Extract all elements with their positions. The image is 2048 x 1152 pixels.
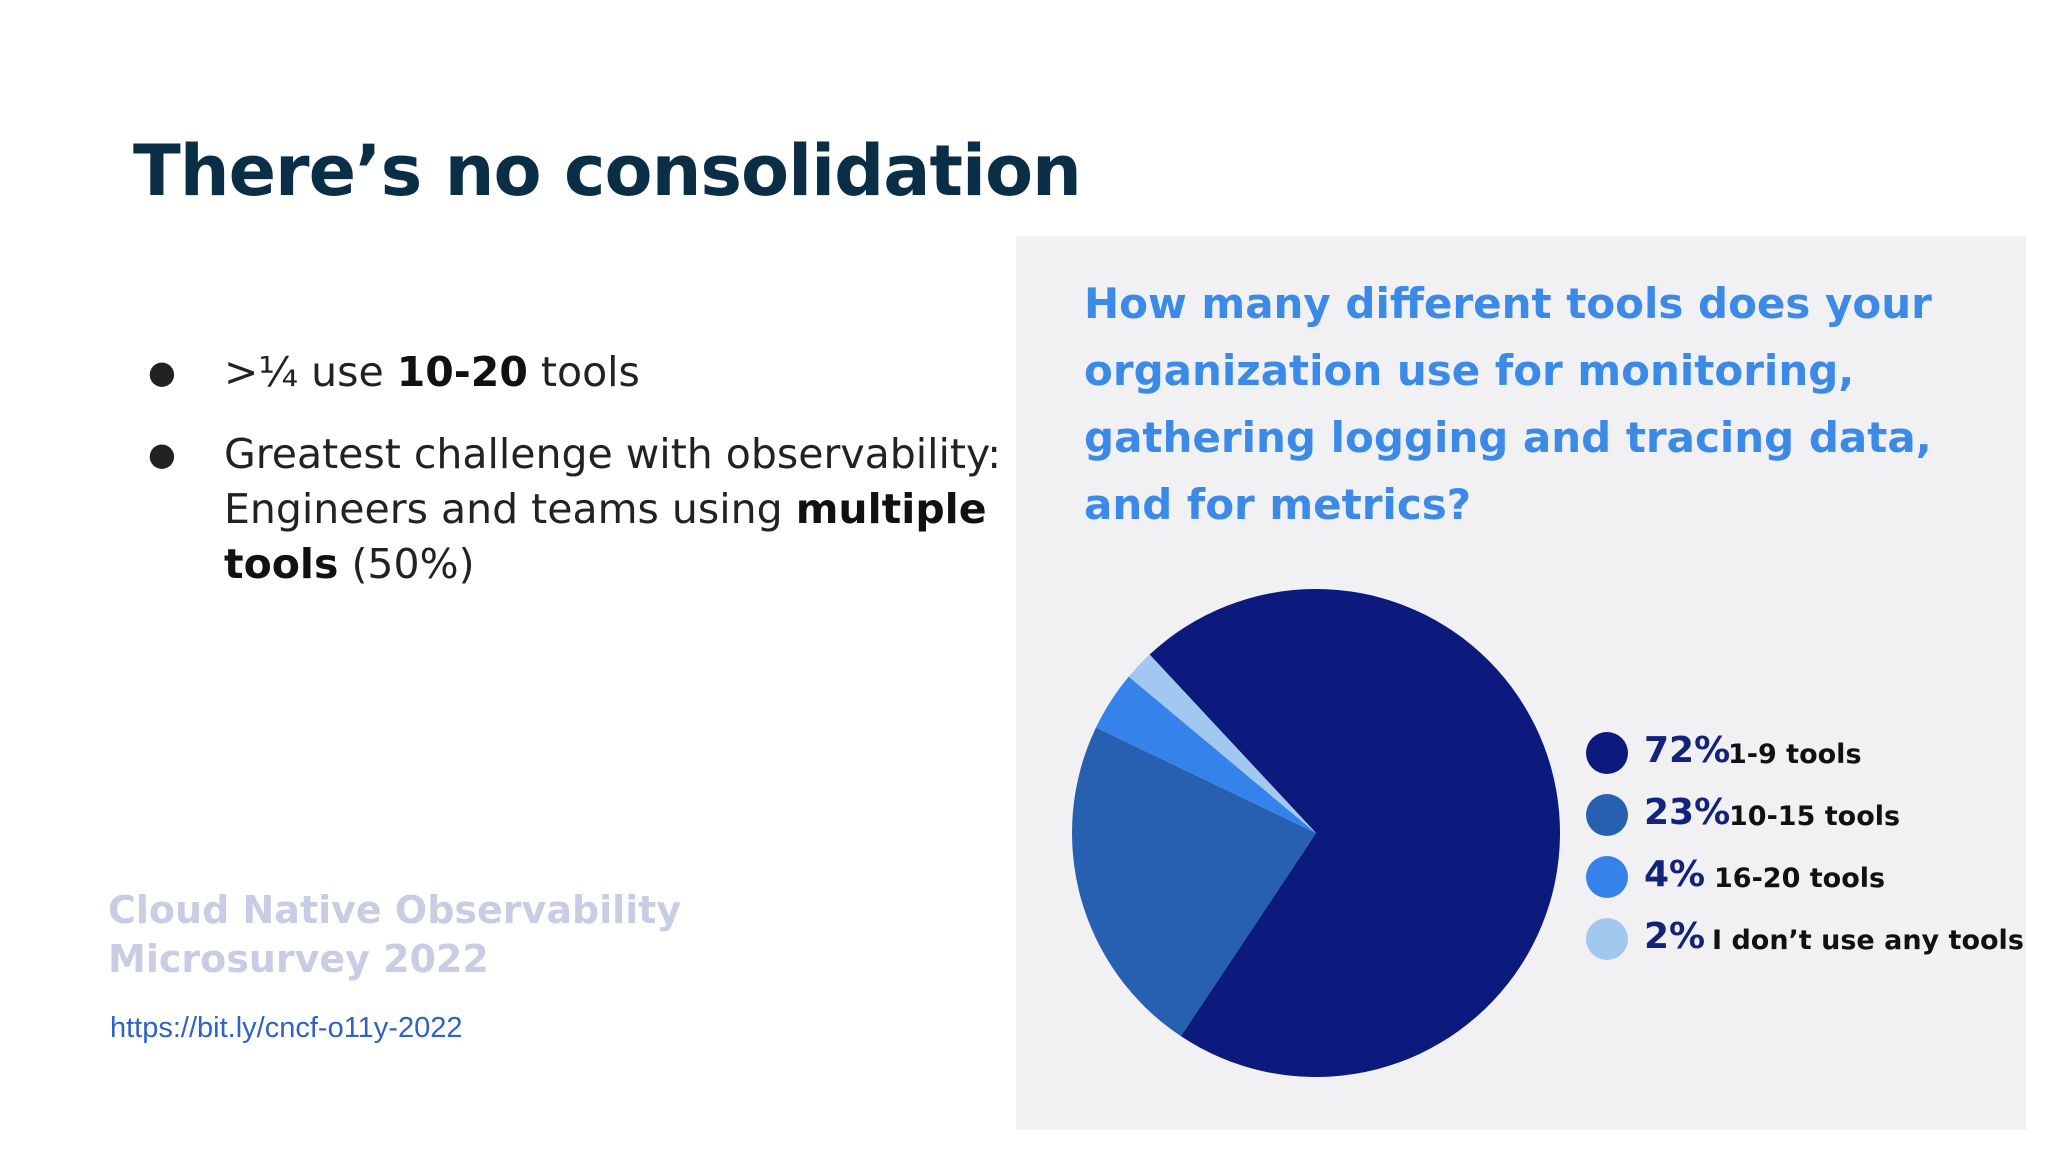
pie-slice-3 xyxy=(1095,676,1316,833)
bullet-list: ● >¼ use 10-20 tools ● Greatest challenge … xyxy=(148,345,1008,619)
pie-slice-1 xyxy=(1149,588,1560,1077)
legend-percent: 2% xyxy=(1644,916,1706,957)
legend-percent: 23% xyxy=(1644,792,1731,833)
bullet-dot-icon: ● xyxy=(148,353,176,391)
pie-slice-2 xyxy=(1072,727,1316,1037)
bullet-text: Greatest challenge with observability: E… xyxy=(224,430,1002,533)
legend-label: 1-9 tools xyxy=(1728,739,1862,770)
bullet-dot-icon: ● xyxy=(148,435,176,473)
bullet-item: ● Greatest challenge with observability: … xyxy=(148,427,1008,592)
legend-swatch-icon xyxy=(1586,794,1628,836)
bullet-bold-text: multiple tools xyxy=(224,485,987,588)
legend-label: 16-20 tools xyxy=(1714,863,1886,894)
chart-panel: How many different tools does your organ… xyxy=(1016,236,2026,1130)
legend-percent: 72% xyxy=(1644,730,1731,771)
pie-slice-4 xyxy=(1128,654,1316,833)
bullet-text: (50%) xyxy=(338,540,475,588)
legend-swatch-icon xyxy=(1586,732,1628,774)
legend-percent: 4% xyxy=(1644,854,1706,895)
slide-title: There’s no consolidation xyxy=(133,130,1082,212)
source-line: Cloud Native Observability xyxy=(108,888,682,932)
source-line: Microsurvey 2022 xyxy=(108,937,489,981)
bullet-bold-text: 10-20 xyxy=(396,348,528,396)
chart-title: How many different tools does your organ… xyxy=(1084,279,1932,529)
survey-link[interactable]: https://bit.ly/cncf-o11y-2022 xyxy=(110,1012,463,1044)
legend-swatch-icon xyxy=(1586,856,1628,898)
legend-label: I don’t use any tools xyxy=(1712,925,2024,956)
bullet-text: >¼ use xyxy=(224,348,397,396)
pie-chart xyxy=(1072,588,1560,1077)
source-citation: Cloud Native Observability Microsurvey 2… xyxy=(108,886,681,984)
legend-label: 10-15 tools xyxy=(1729,801,1901,832)
bullet-item: ● >¼ use 10-20 tools xyxy=(148,345,1008,400)
bullet-text: tools xyxy=(527,348,640,396)
legend-swatch-icon xyxy=(1586,918,1628,960)
